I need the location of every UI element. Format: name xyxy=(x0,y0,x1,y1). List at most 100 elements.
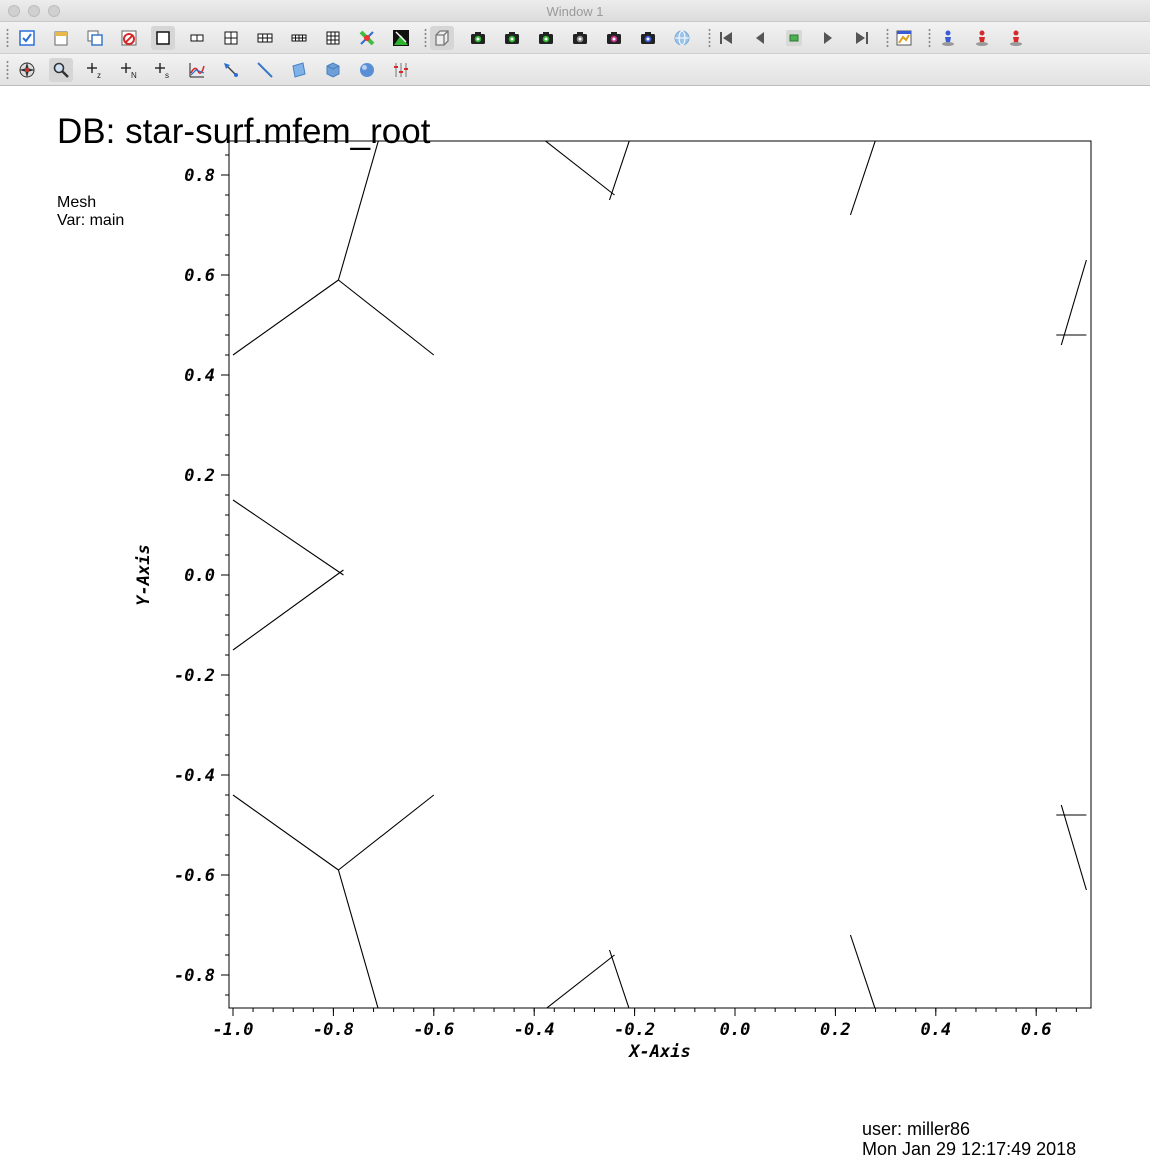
toolbar-grip[interactable] xyxy=(708,28,711,48)
node-pick-n-icon: N xyxy=(120,61,138,80)
camera-save-button[interactable] xyxy=(466,26,490,50)
camera-undo-icon xyxy=(605,29,623,47)
delete-window-button[interactable] xyxy=(117,26,141,50)
main-toolbar xyxy=(0,22,1150,54)
plot-footer: user: miller86 Mon Jan 29 12:17:49 2018 xyxy=(862,1119,1076,1159)
mesh-edge xyxy=(608,949,630,1008)
plane-tool-button[interactable] xyxy=(287,58,311,82)
active-window-icon xyxy=(18,29,36,47)
layout-2x4-button[interactable] xyxy=(287,26,311,50)
node-pick-n-button[interactable]: N xyxy=(117,58,141,82)
sphere-tool-button[interactable] xyxy=(355,58,379,82)
fast-forward-icon xyxy=(853,29,871,47)
user-label: user: miller86 xyxy=(862,1119,971,1139)
layout-2x2-icon xyxy=(222,29,240,47)
step-back-icon xyxy=(751,29,769,47)
annotation-button[interactable] xyxy=(892,26,916,50)
zone-pick-z-button[interactable]: z xyxy=(83,58,107,82)
mesh-edge xyxy=(849,934,876,1008)
pick-person-red-button[interactable] xyxy=(970,26,994,50)
camera-save-icon xyxy=(469,29,487,47)
mesh-edge xyxy=(338,279,435,356)
globe-spin-button[interactable] xyxy=(670,26,694,50)
svg-text:z: z xyxy=(97,71,101,79)
y-tick-label: -0.6 xyxy=(174,866,215,886)
toolbar-grip[interactable] xyxy=(886,28,889,48)
axis-sliders-button[interactable] xyxy=(389,58,413,82)
line-tool-icon xyxy=(256,61,274,79)
pick-person-button[interactable] xyxy=(936,26,960,50)
svg-text:s: s xyxy=(165,71,169,79)
layout-1x2-button[interactable] xyxy=(185,26,209,50)
y-tick-label: -0.4 xyxy=(174,766,215,786)
camera-undo-button[interactable] xyxy=(602,26,626,50)
x-tick-label: -1.0 xyxy=(213,1020,254,1040)
toolbar-grip[interactable] xyxy=(928,28,931,48)
curve-plot-icon xyxy=(188,61,206,79)
stop-icon xyxy=(785,29,803,47)
step-back-button[interactable] xyxy=(748,26,772,50)
toolbar-grip[interactable] xyxy=(424,28,427,48)
camera-button[interactable] xyxy=(534,26,558,50)
plot-legend: Mesh Var: main xyxy=(57,194,124,230)
box-tool-icon xyxy=(324,61,342,79)
globe-spin-icon xyxy=(673,29,691,47)
x-tick-label: 0.4 xyxy=(920,1020,951,1040)
spread-pick-s-icon: s xyxy=(154,61,172,80)
plot-frame xyxy=(228,140,1092,1009)
lock-time-button[interactable] xyxy=(389,26,413,50)
pick-person-icon xyxy=(939,29,957,47)
box-tool-button[interactable] xyxy=(321,58,345,82)
annotation-icon xyxy=(895,29,913,47)
layout-2x2-button[interactable] xyxy=(219,26,243,50)
camera-print-button[interactable] xyxy=(500,26,524,50)
pick-person-stop-icon xyxy=(1007,29,1025,47)
play-button[interactable] xyxy=(816,26,840,50)
navigate-button[interactable] xyxy=(15,58,39,82)
layout-2x3-button[interactable] xyxy=(253,26,277,50)
legend-variable: Var: main xyxy=(57,212,125,229)
pick-person-red-icon xyxy=(973,29,991,47)
pick-point-button[interactable] xyxy=(219,58,243,82)
box-3d-button[interactable] xyxy=(430,26,454,50)
toolbar-grip[interactable] xyxy=(6,28,9,48)
box-3d-icon xyxy=(433,29,451,47)
new-window-icon xyxy=(52,29,70,47)
x-tick-label: 0.6 xyxy=(1021,1020,1052,1040)
toolbar-grip[interactable] xyxy=(6,60,9,80)
new-window-button[interactable] xyxy=(49,26,73,50)
layout-1x1-button[interactable] xyxy=(151,26,175,50)
zoom-window-button[interactable] xyxy=(48,5,60,17)
layout-3x3-button[interactable] xyxy=(321,26,345,50)
clone-window-button[interactable] xyxy=(83,26,107,50)
mesh-edge xyxy=(232,499,344,576)
x-tick-label: -0.4 xyxy=(514,1020,555,1040)
camera-gray-button[interactable] xyxy=(568,26,592,50)
mesh-edge xyxy=(232,279,339,356)
camera-lock-icon xyxy=(639,29,657,47)
line-tool-button[interactable] xyxy=(253,58,277,82)
pick-person-stop-button[interactable] xyxy=(1004,26,1028,50)
minimize-window-button[interactable] xyxy=(28,5,40,17)
y-tick-label: 0.4 xyxy=(184,366,215,386)
rewind-button[interactable] xyxy=(714,26,738,50)
stop-button[interactable] xyxy=(782,26,806,50)
x-tick-label: 0.0 xyxy=(720,1020,751,1040)
camera-lock-button[interactable] xyxy=(636,26,660,50)
y-axis-title: Y-Axis xyxy=(134,544,154,605)
layout-2x3-icon xyxy=(256,29,274,47)
fast-forward-button[interactable] xyxy=(850,26,874,50)
layout-2x4-icon xyxy=(290,29,308,47)
mesh-edge xyxy=(544,141,615,196)
close-window-button[interactable] xyxy=(8,5,20,17)
spread-pick-s-button[interactable]: s xyxy=(151,58,175,82)
active-window-button[interactable] xyxy=(15,26,39,50)
window-titlebar: Window 1 xyxy=(0,0,1150,22)
y-tick-label: 0.0 xyxy=(184,566,215,586)
zoom-button[interactable] xyxy=(49,58,73,82)
pick-point-icon xyxy=(222,61,240,79)
curve-plot-button[interactable] xyxy=(185,58,209,82)
lock-view-button[interactable] xyxy=(355,26,379,50)
